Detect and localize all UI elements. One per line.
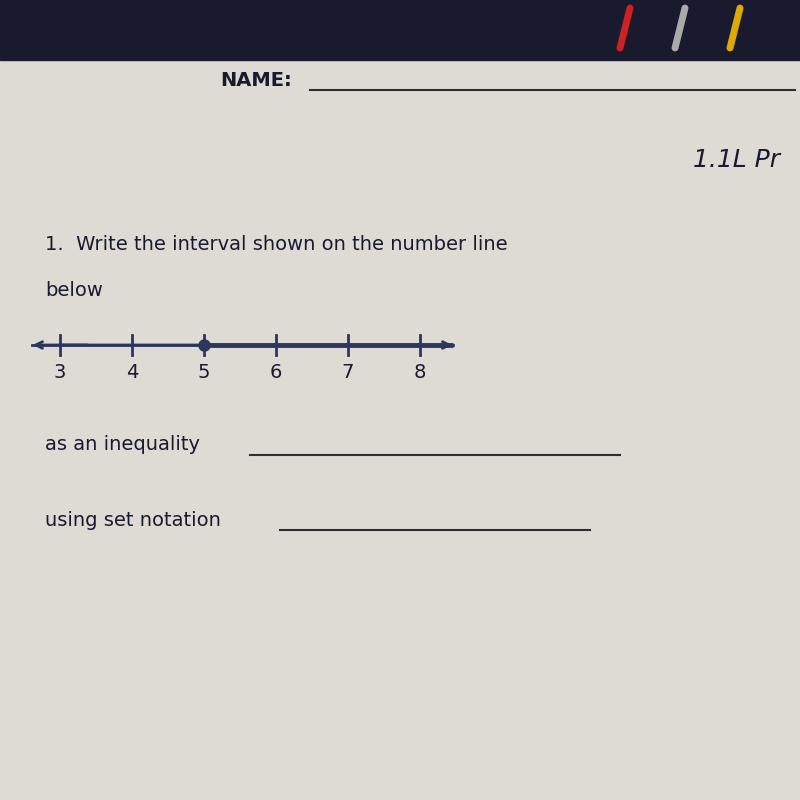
Text: using set notation: using set notation: [45, 510, 221, 530]
Text: as an inequality: as an inequality: [45, 435, 200, 454]
Text: 7: 7: [342, 363, 354, 382]
Text: 6: 6: [270, 363, 282, 382]
Text: 8: 8: [414, 363, 426, 382]
Text: below: below: [45, 281, 103, 299]
Text: 1.1L Pr: 1.1L Pr: [693, 148, 780, 172]
Text: 4: 4: [126, 363, 138, 382]
Text: 1.  Write the interval shown on the number line: 1. Write the interval shown on the numbe…: [45, 235, 508, 254]
Text: 5: 5: [198, 363, 210, 382]
Text: NAME:: NAME:: [220, 70, 292, 90]
Bar: [0, 0, 800, 60]
Text: 3: 3: [54, 363, 66, 382]
